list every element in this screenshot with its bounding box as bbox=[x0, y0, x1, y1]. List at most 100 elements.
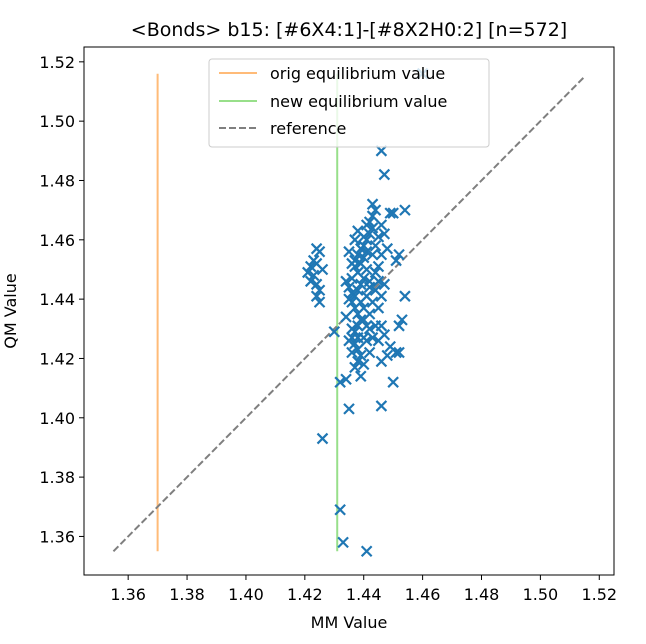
data-point bbox=[363, 323, 376, 335]
data-point bbox=[387, 207, 399, 219]
data-point bbox=[343, 334, 355, 347]
data-point bbox=[360, 263, 373, 276]
data-point bbox=[387, 376, 399, 388]
data-point bbox=[366, 210, 379, 222]
data-point bbox=[375, 400, 388, 412]
data-point bbox=[343, 281, 355, 294]
data-point bbox=[349, 337, 361, 350]
data-point bbox=[346, 257, 358, 270]
data-point bbox=[355, 296, 367, 308]
data-point bbox=[375, 355, 388, 368]
legend-label-orig: orig equilibrium value bbox=[270, 64, 445, 83]
x-axis-label: MM Value bbox=[311, 613, 388, 632]
data-point bbox=[378, 228, 391, 240]
legend-label-reference: reference bbox=[270, 119, 346, 138]
data-point bbox=[363, 228, 376, 240]
data-point bbox=[349, 234, 361, 246]
data-point bbox=[366, 198, 379, 210]
data-point bbox=[310, 290, 323, 302]
data-point bbox=[357, 314, 370, 326]
data-point bbox=[372, 260, 385, 273]
data-point bbox=[310, 257, 323, 270]
data-point bbox=[369, 266, 382, 279]
data-point bbox=[366, 222, 379, 234]
y-tick-label: 1.42 bbox=[39, 349, 75, 368]
data-point bbox=[355, 242, 367, 255]
data-point bbox=[313, 245, 326, 258]
x-tick-label: 1.50 bbox=[523, 585, 559, 604]
data-point bbox=[328, 325, 341, 338]
data-point bbox=[304, 275, 317, 288]
data-point bbox=[378, 278, 391, 291]
data-point bbox=[369, 204, 382, 216]
data-point bbox=[352, 343, 364, 356]
data-point bbox=[363, 281, 376, 294]
y-tick-label: 1.38 bbox=[39, 468, 75, 487]
data-point bbox=[352, 355, 364, 368]
data-point bbox=[375, 320, 388, 332]
data-point bbox=[334, 376, 346, 388]
data-point bbox=[346, 323, 358, 335]
data-point bbox=[357, 302, 370, 314]
y-axis-label: QM Value bbox=[1, 273, 20, 348]
y-tick-label: 1.44 bbox=[39, 290, 75, 309]
x-tick-label: 1.48 bbox=[464, 585, 500, 604]
x-tick-label: 1.42 bbox=[287, 585, 323, 604]
x-tick-label: 1.44 bbox=[346, 585, 382, 604]
chart-title: <Bonds> b15: [#6X4:1]-[#8X2H0:2] [n=572] bbox=[131, 19, 567, 41]
y-tick-label: 1.48 bbox=[39, 171, 75, 190]
y-tick-label: 1.50 bbox=[39, 112, 75, 131]
data-point bbox=[375, 248, 388, 261]
plot-frame bbox=[83, 46, 615, 576]
x-tick-label: 1.52 bbox=[581, 585, 617, 604]
data-point bbox=[393, 248, 405, 261]
data-point bbox=[393, 320, 405, 332]
legend-box bbox=[208, 58, 490, 148]
data-point bbox=[352, 248, 364, 261]
data-point bbox=[360, 334, 373, 347]
data-point bbox=[340, 275, 352, 288]
data-point bbox=[357, 358, 370, 371]
data-point bbox=[334, 503, 346, 516]
data-point bbox=[346, 346, 358, 359]
data-point bbox=[343, 245, 355, 258]
data-point bbox=[307, 269, 320, 282]
data-point bbox=[337, 536, 349, 549]
data-point bbox=[310, 278, 323, 291]
data-point bbox=[346, 287, 358, 299]
data-point bbox=[360, 219, 373, 231]
data-point bbox=[352, 225, 364, 237]
data-point bbox=[352, 284, 364, 297]
x-tick-label: 1.40 bbox=[228, 585, 264, 604]
data-point bbox=[399, 290, 411, 302]
x-tick-label: 1.46 bbox=[405, 585, 441, 604]
data-point bbox=[384, 207, 396, 219]
data-point bbox=[343, 293, 355, 305]
data-point bbox=[393, 346, 405, 359]
data-point bbox=[372, 334, 385, 347]
data-point bbox=[316, 432, 329, 445]
x-tick-label: 1.36 bbox=[110, 585, 146, 604]
data-point bbox=[302, 266, 314, 279]
y-tick-label: 1.36 bbox=[39, 527, 75, 546]
data-point bbox=[346, 272, 358, 285]
data-point bbox=[399, 204, 411, 216]
y-tick-label: 1.40 bbox=[39, 409, 75, 428]
data-point bbox=[363, 346, 376, 359]
y-tick-label: 1.52 bbox=[39, 53, 75, 72]
data-point bbox=[313, 284, 326, 297]
data-point bbox=[390, 254, 402, 267]
data-point bbox=[378, 168, 391, 181]
data-point bbox=[352, 331, 364, 344]
data-point bbox=[357, 251, 370, 264]
data-point bbox=[372, 275, 385, 288]
legend-label-new: new equilibrium value bbox=[270, 92, 447, 111]
data-point bbox=[390, 346, 402, 359]
legend: orig equilibrium value new equilibrium v… bbox=[208, 58, 490, 148]
data-point bbox=[355, 349, 367, 362]
data-point bbox=[372, 302, 385, 314]
data-point bbox=[372, 231, 385, 243]
data-point bbox=[343, 403, 355, 415]
data-point bbox=[349, 361, 361, 374]
